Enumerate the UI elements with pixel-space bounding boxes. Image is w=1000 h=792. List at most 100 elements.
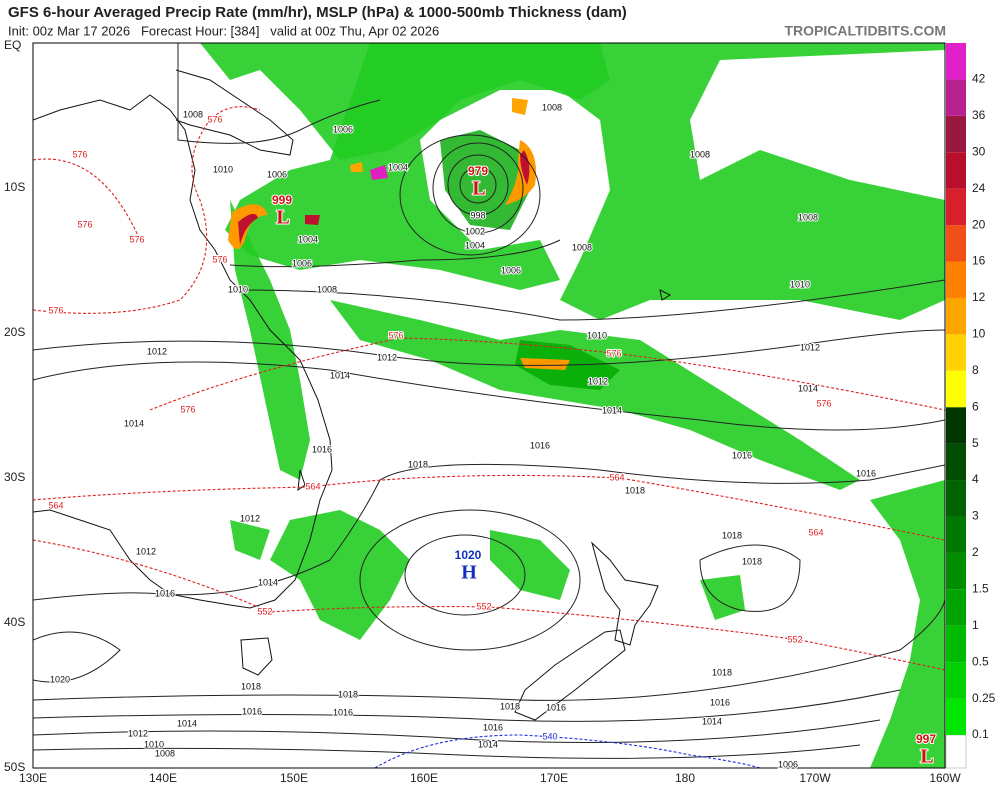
pressure-center-symbol: H: [461, 562, 477, 584]
thickness-label: 576: [212, 254, 227, 264]
colorbar-label: 12: [972, 290, 986, 304]
isobar-label: 1016: [483, 722, 503, 732]
colorbar-segment: [946, 225, 966, 262]
colorbar-segment: [946, 334, 966, 371]
title: GFS 6-hour Averaged Precip Rate (mm/hr),…: [8, 4, 627, 21]
coastlines: [33, 69, 672, 721]
lon-label: 170W: [799, 771, 831, 785]
isobar-label: 1014: [177, 718, 197, 728]
lat-label: 30S: [4, 470, 25, 484]
isobar-label: 1018: [241, 681, 261, 691]
thickness-label: 576: [129, 234, 144, 244]
isobars: [33, 43, 945, 759]
isobar-label: 1012: [136, 546, 156, 556]
lat-label: EQ: [4, 38, 21, 52]
thickness-label: 552: [257, 606, 272, 616]
isobar-label: 1008: [572, 242, 592, 252]
colorbar-label: 30: [972, 144, 986, 158]
colorbar-segment: [946, 261, 966, 298]
colorbar-segment: [946, 698, 966, 735]
colorbar-label: 10: [972, 327, 986, 341]
colorbar-label: 2: [972, 545, 979, 559]
isobar-label: 1008: [542, 102, 562, 112]
isobar-label: 1008: [798, 212, 818, 222]
colorbar-label: 36: [972, 108, 986, 122]
thickness-label: 576: [606, 348, 621, 358]
colorbar-segment: [946, 625, 966, 663]
isobar-label: 1004: [465, 240, 485, 250]
thickness-label: 576: [48, 305, 63, 315]
colorbar-label: 5: [972, 436, 979, 450]
thickness-label: 576: [77, 219, 92, 229]
isobar-label: 1016: [242, 706, 262, 716]
colorbar-segment: [946, 443, 966, 481]
isobar-label: 1018: [338, 689, 358, 699]
isobar-label: 1014: [798, 383, 818, 393]
isobar-label: 1018: [722, 530, 742, 540]
lon-label: 180: [675, 771, 695, 785]
thickness-label: 552: [476, 601, 491, 611]
isobar-label: 1014: [124, 418, 144, 428]
colorbar-label: 42: [972, 72, 986, 86]
isobar-label: 1010: [213, 164, 233, 174]
isobar-label: 998: [470, 210, 485, 220]
isobar-label: 1014: [258, 577, 278, 587]
colorbar-label: 24: [972, 181, 986, 195]
thickness-label: 576: [180, 404, 195, 414]
isobar-label: 1006: [292, 258, 312, 268]
thickness-label: 552: [787, 634, 802, 644]
thickness-lines: [33, 106, 945, 768]
isobar-label: 1016: [155, 588, 175, 598]
lon-label: 160W: [929, 771, 961, 785]
isobar-label: 1012: [240, 513, 260, 523]
isobar-label: 1002: [465, 226, 485, 236]
isobar-label: 1008: [317, 284, 337, 294]
source: TROPICALTIDBITS.COM: [784, 23, 946, 39]
isobar-label: 1008: [155, 748, 175, 758]
isobar-label: 1016: [710, 697, 730, 707]
colorbar-label: 4: [972, 472, 979, 486]
isobar-label: 1016: [530, 440, 550, 450]
colorbar-label: 0.1: [972, 727, 989, 741]
colorbar-label: 1: [972, 618, 979, 632]
isobar-label: 1010: [790, 279, 810, 289]
isobar-label: 1014: [478, 739, 498, 749]
isobar-label: 1016: [546, 702, 566, 712]
lat-label: 20S: [4, 325, 25, 339]
map-frame: [32, 42, 946, 769]
isobar-label: 1018: [712, 667, 732, 677]
lon-label: 150E: [280, 771, 308, 785]
isobar-label: 1020: [50, 674, 70, 684]
isobar-label: 1012: [588, 376, 608, 386]
colorbar-label: 20: [972, 217, 986, 231]
colorbar-segment: [946, 115, 966, 153]
pressure-center-symbol: L: [276, 207, 289, 229]
lon-label: 160E: [410, 771, 438, 785]
isobar-label: 1004: [388, 162, 408, 172]
subtitle: Init: 00z Mar 17 2026 Forecast Hour: [38…: [8, 23, 439, 38]
isobar-label: 1008: [183, 109, 203, 119]
thickness-label: 564: [609, 472, 624, 482]
isobar-label: 1010: [228, 284, 248, 294]
isobar-label: 1008: [690, 149, 710, 159]
isobar-label: 1016: [856, 468, 876, 478]
colorbar-label: 0.5: [972, 654, 989, 668]
isobar-label: 1012: [377, 352, 397, 362]
colorbar-segment: [946, 297, 966, 335]
colorbar-segment: [946, 370, 966, 408]
isobar-label: 1010: [144, 739, 164, 749]
isobar-label: 1016: [732, 450, 752, 460]
colorbar-segment: [946, 407, 966, 444]
isobar-label: 1012: [800, 342, 820, 352]
colorbar-label: 3: [972, 509, 979, 523]
isobar-label: 1014: [602, 405, 622, 415]
lon-label: 170E: [540, 771, 568, 785]
colorbar-segment: [946, 79, 966, 116]
isobar-label: 1018: [625, 485, 645, 495]
lat-label: 50S: [4, 760, 25, 774]
precip-cores: [228, 98, 570, 370]
thickness-label: 576: [388, 330, 403, 340]
isobar-label: 1012: [147, 346, 167, 356]
